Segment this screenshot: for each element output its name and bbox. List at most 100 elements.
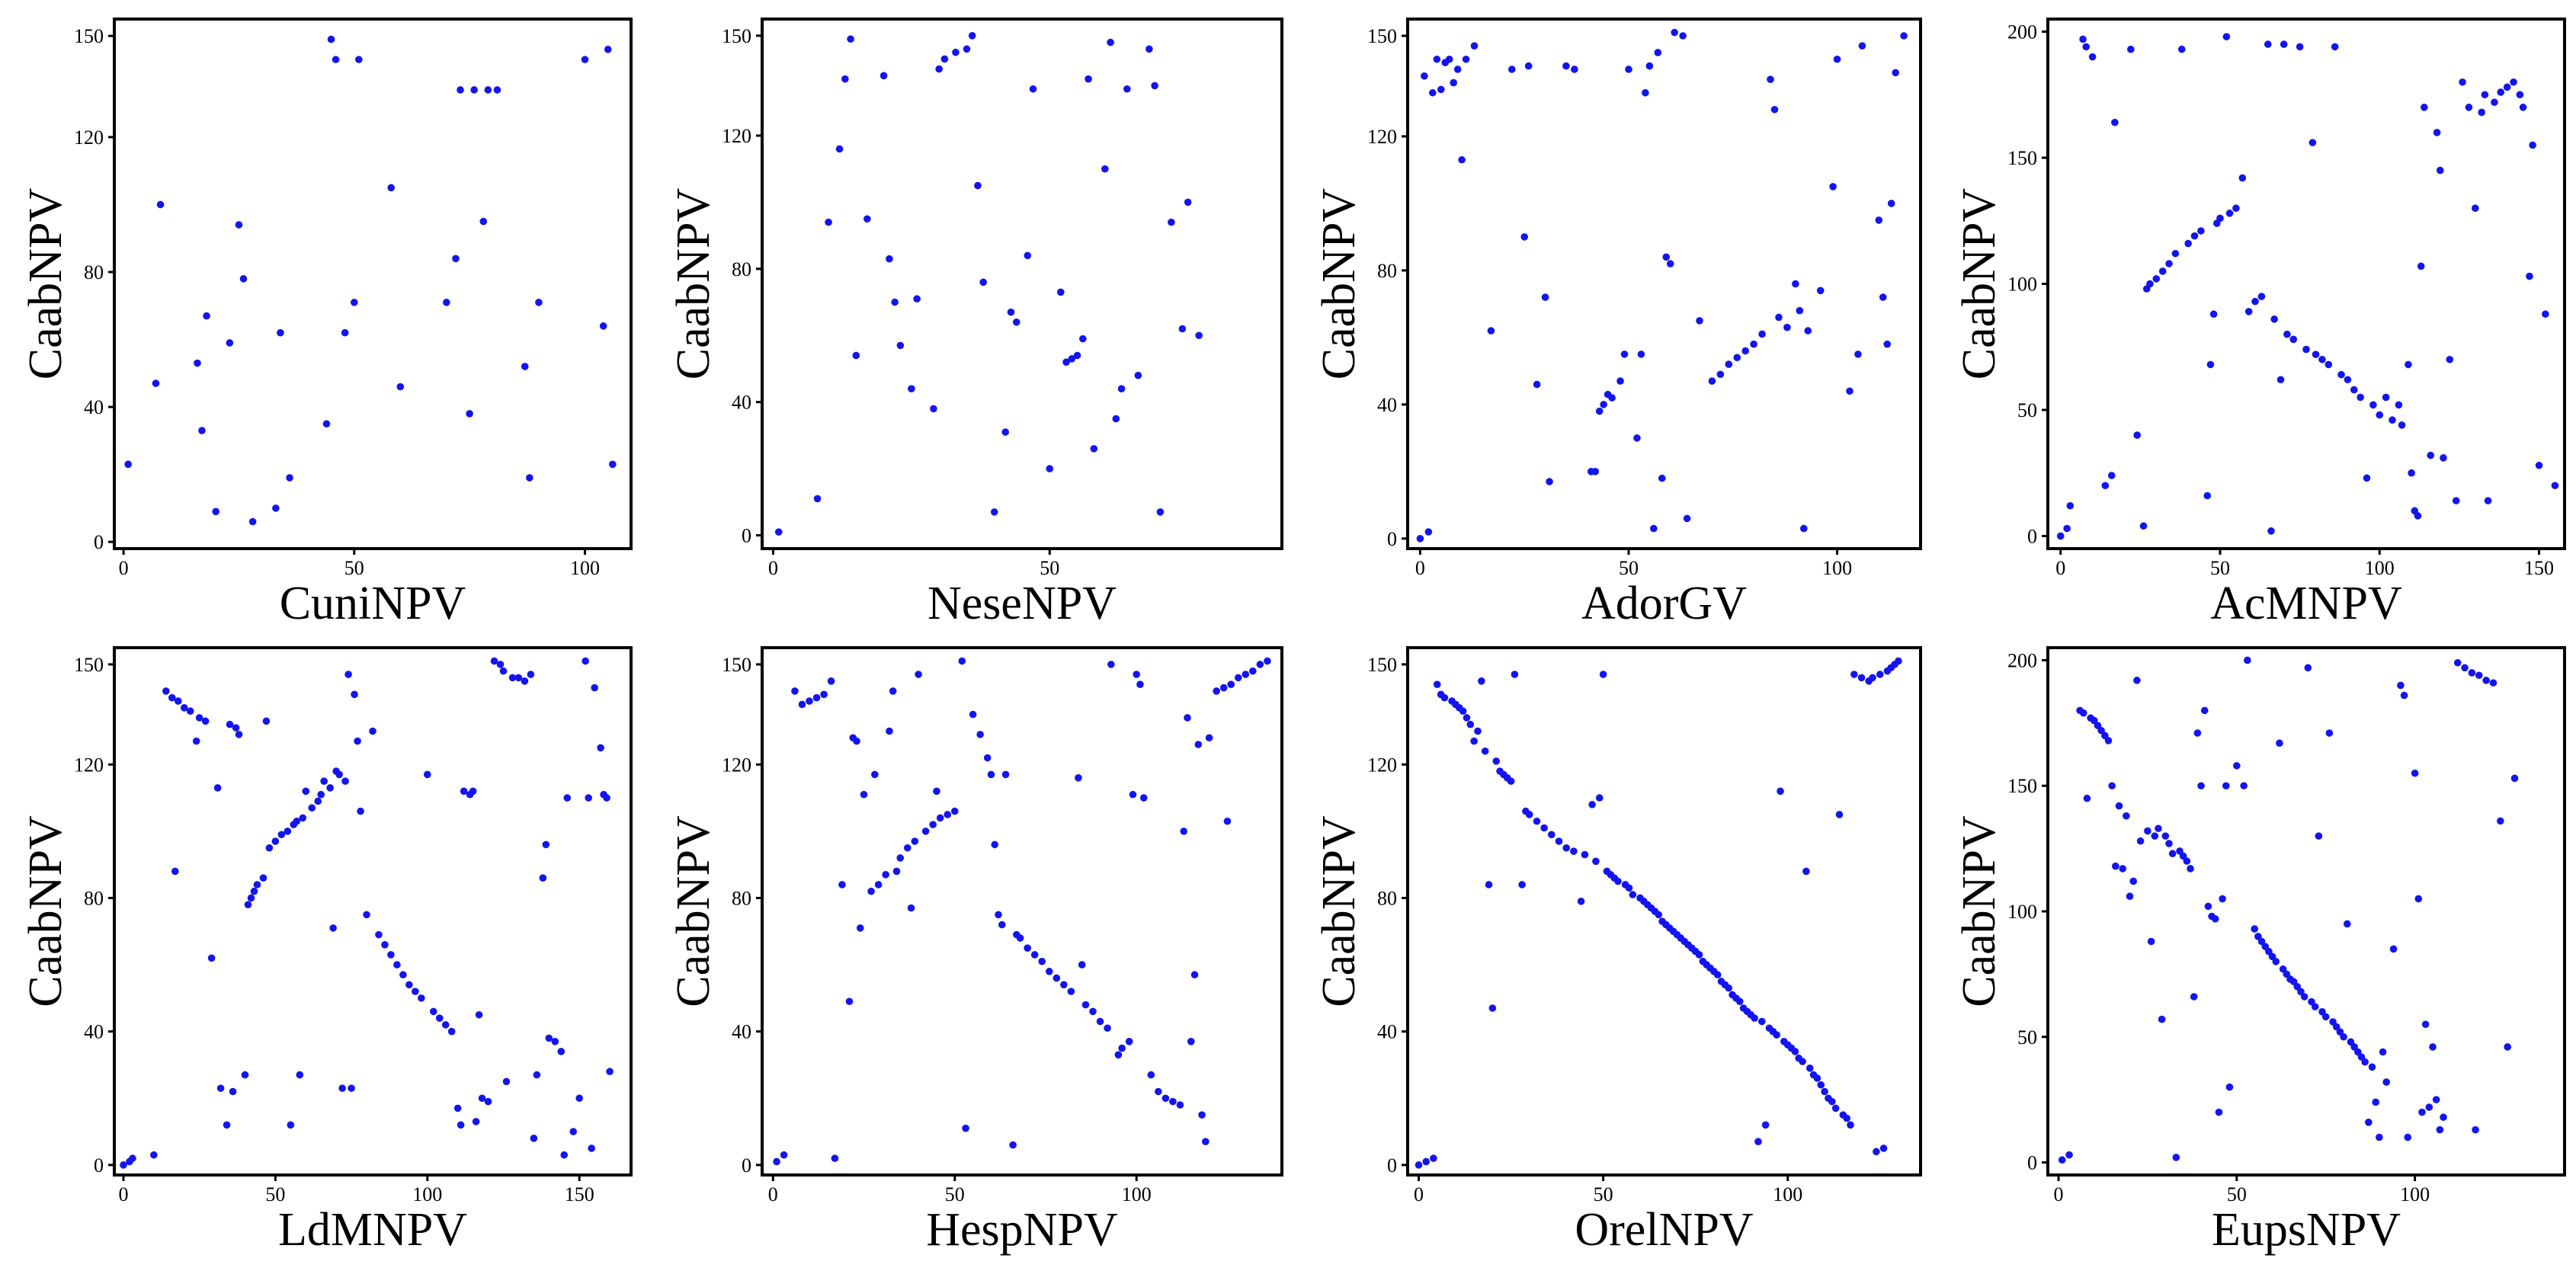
x-axis-label: AcMNPV bbox=[2210, 578, 2402, 629]
data-point bbox=[1666, 260, 1674, 267]
data-point bbox=[284, 828, 292, 835]
data-point bbox=[1012, 318, 1020, 326]
y-tick-label: 40 bbox=[732, 1021, 751, 1043]
data-point bbox=[2427, 451, 2435, 459]
data-point bbox=[244, 901, 252, 909]
y-tick-label: 40 bbox=[732, 392, 751, 414]
data-point bbox=[606, 1068, 614, 1076]
data-point bbox=[2272, 958, 2280, 965]
data-point bbox=[1187, 1038, 1195, 1045]
data-point bbox=[813, 495, 822, 503]
y-axis-label: CaabNPV bbox=[668, 815, 719, 1007]
y-tick-label: 0 bbox=[2027, 1152, 2037, 1174]
data-point bbox=[2296, 43, 2304, 51]
data-point bbox=[2264, 40, 2272, 48]
data-point bbox=[1588, 801, 1596, 808]
data-point bbox=[341, 777, 349, 785]
data-point bbox=[1524, 62, 1533, 70]
data-point bbox=[929, 821, 937, 828]
data-point bbox=[2147, 937, 2155, 946]
data-point bbox=[1525, 811, 1533, 818]
data-point bbox=[853, 737, 860, 745]
data-point bbox=[1085, 75, 1092, 83]
data-point bbox=[1104, 1024, 1111, 1032]
data-point bbox=[983, 754, 992, 762]
data-point bbox=[521, 363, 529, 370]
y-tick-label: 150 bbox=[722, 654, 751, 676]
data-point bbox=[2440, 454, 2447, 462]
y-axis-label: CaabNPV bbox=[1953, 188, 2005, 380]
data-point bbox=[470, 86, 478, 94]
x-tick-label: 100 bbox=[1822, 557, 1852, 579]
data-point bbox=[1546, 478, 1553, 485]
data-point bbox=[1075, 774, 1082, 782]
y-tick-label: 150 bbox=[2007, 775, 2037, 797]
data-point bbox=[338, 1084, 346, 1092]
data-point bbox=[2177, 45, 2186, 53]
data-point bbox=[1219, 684, 1228, 692]
data-point bbox=[475, 1010, 483, 1019]
data-point bbox=[1213, 687, 1220, 695]
data-point bbox=[1492, 757, 1501, 765]
data-point bbox=[940, 55, 949, 63]
data-point bbox=[1847, 1121, 1854, 1129]
data-point bbox=[2405, 360, 2412, 369]
data-point bbox=[1799, 524, 1808, 533]
data-point bbox=[1620, 351, 1629, 358]
data-point bbox=[1858, 42, 1866, 50]
data-point bbox=[903, 844, 912, 852]
data-point bbox=[2063, 524, 2071, 533]
data-point bbox=[156, 200, 165, 209]
scatter-panel-4: 0 50 100 150 0 50 100 150 200 AcMNPV CaabNPV bbox=[1953, 18, 2566, 629]
data-point bbox=[1169, 1097, 1177, 1106]
data-point bbox=[1716, 370, 1725, 379]
data-point bbox=[1256, 661, 1264, 668]
x-tick-label: 100 bbox=[2400, 1183, 2430, 1205]
data-point bbox=[891, 298, 899, 306]
data-point bbox=[1650, 524, 1658, 533]
x-tick-label: 50 bbox=[265, 1183, 285, 1205]
data-point bbox=[2382, 1078, 2391, 1086]
data-point bbox=[272, 504, 280, 512]
y-tick-label: 100 bbox=[2007, 274, 2037, 296]
data-point bbox=[1466, 720, 1475, 728]
data-point bbox=[332, 56, 340, 63]
data-point bbox=[1134, 371, 1142, 379]
data-point bbox=[2276, 739, 2283, 748]
data-point bbox=[423, 770, 431, 779]
data-point bbox=[1145, 45, 1153, 53]
data-point bbox=[2365, 1119, 2373, 1126]
data-point bbox=[1616, 377, 1624, 385]
data-point bbox=[2551, 482, 2559, 490]
data-point bbox=[791, 687, 799, 695]
data-point bbox=[2363, 474, 2371, 482]
y-tick-label: 40 bbox=[1377, 394, 1397, 416]
data-point bbox=[1433, 680, 1441, 688]
data-point bbox=[1474, 727, 1482, 735]
data-point bbox=[806, 697, 813, 705]
data-point bbox=[963, 45, 971, 53]
data-point bbox=[2276, 376, 2285, 384]
data-point bbox=[2344, 376, 2352, 384]
data-point bbox=[1118, 1044, 1126, 1052]
data-point bbox=[1754, 1138, 1762, 1146]
data-point bbox=[944, 811, 952, 818]
data-point bbox=[1180, 828, 1188, 835]
data-point bbox=[526, 474, 533, 482]
data-point bbox=[2400, 691, 2408, 700]
data-point bbox=[1429, 88, 1437, 97]
data-point bbox=[2542, 310, 2549, 319]
data-point bbox=[2468, 669, 2476, 677]
data-point bbox=[1900, 32, 1908, 40]
data-point bbox=[1883, 340, 1892, 348]
data-point bbox=[1463, 714, 1471, 722]
data-point bbox=[265, 844, 274, 852]
data-point bbox=[457, 86, 464, 94]
data-point bbox=[2497, 817, 2504, 825]
x-tick-label: 100 bbox=[1773, 1183, 1802, 1205]
data-point bbox=[2244, 308, 2253, 315]
data-point bbox=[886, 727, 893, 735]
data-point bbox=[2123, 812, 2130, 820]
data-point bbox=[162, 687, 170, 695]
data-point bbox=[1478, 677, 1485, 685]
